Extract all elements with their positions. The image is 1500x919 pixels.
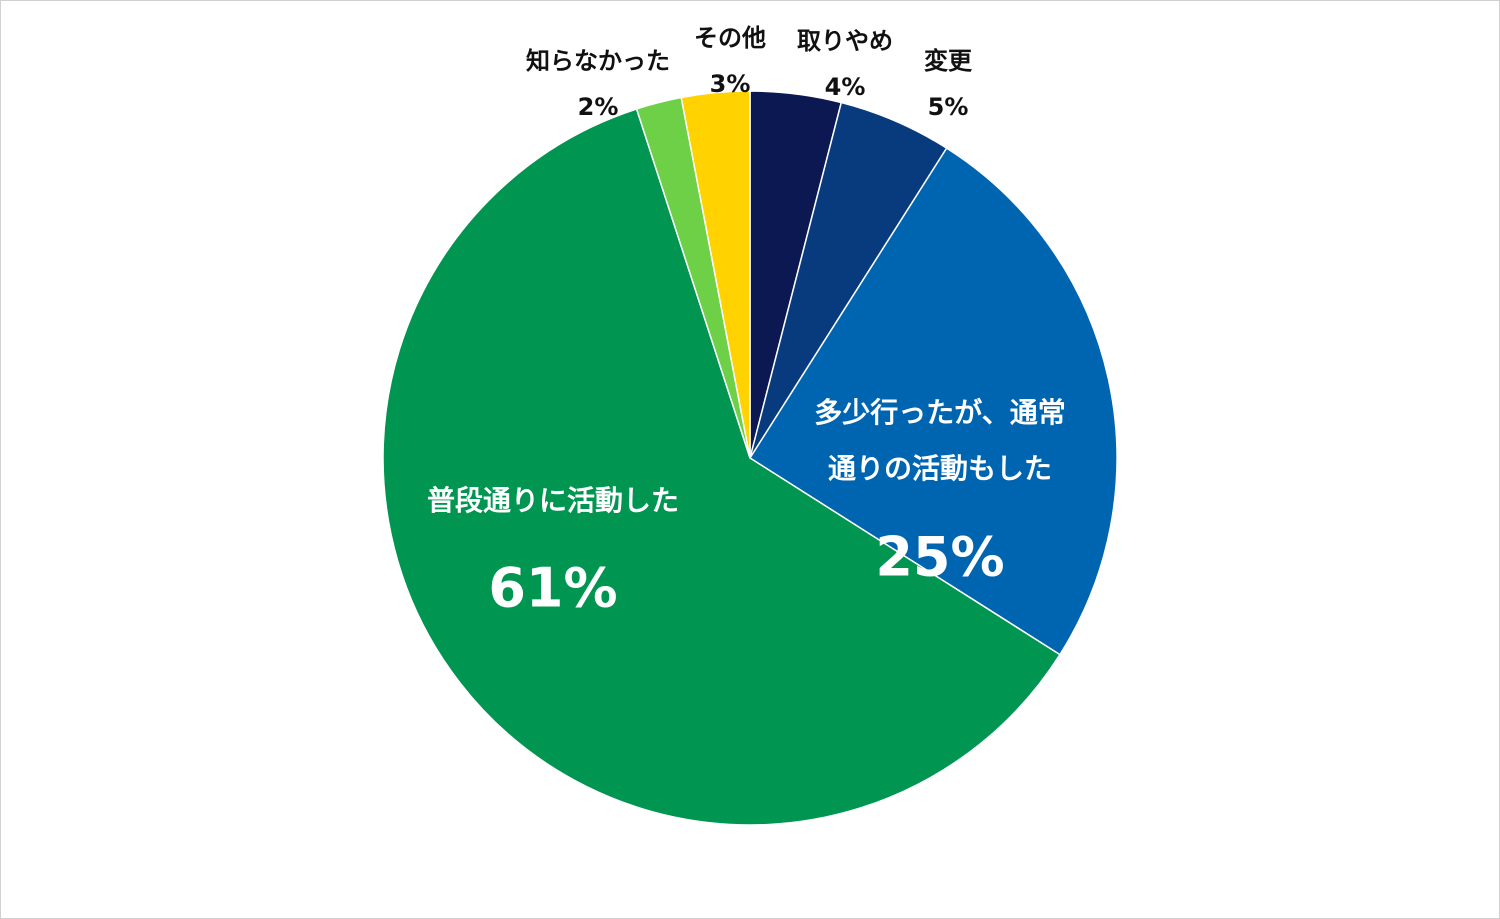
slice-value-label: 61% xyxy=(488,557,617,620)
slice-category-label: その他 xyxy=(694,24,766,52)
slice-value-label: 5% xyxy=(928,93,969,121)
slice-category-label: 変更 xyxy=(924,47,973,75)
pie-slice-6 xyxy=(680,90,751,459)
slice-category-label: 通りの活動もした xyxy=(828,452,1052,485)
pie-slice-3 xyxy=(748,147,1118,656)
slice-category-label: 普段通りに活動した xyxy=(427,484,679,517)
slice-category-label: 多少行ったが、通常 xyxy=(814,396,1065,429)
slice-value-label: 2% xyxy=(578,93,619,121)
pie-slice-4 xyxy=(382,108,1061,826)
slice-category-label: 知らなかった xyxy=(526,47,670,75)
slice-value-label: 4% xyxy=(825,73,866,101)
slice-value-label: 25% xyxy=(875,526,1004,589)
slice-value-label: 3% xyxy=(710,70,751,98)
pie-slices xyxy=(382,90,1118,826)
slice-category-label: 取りやめ xyxy=(797,27,893,55)
